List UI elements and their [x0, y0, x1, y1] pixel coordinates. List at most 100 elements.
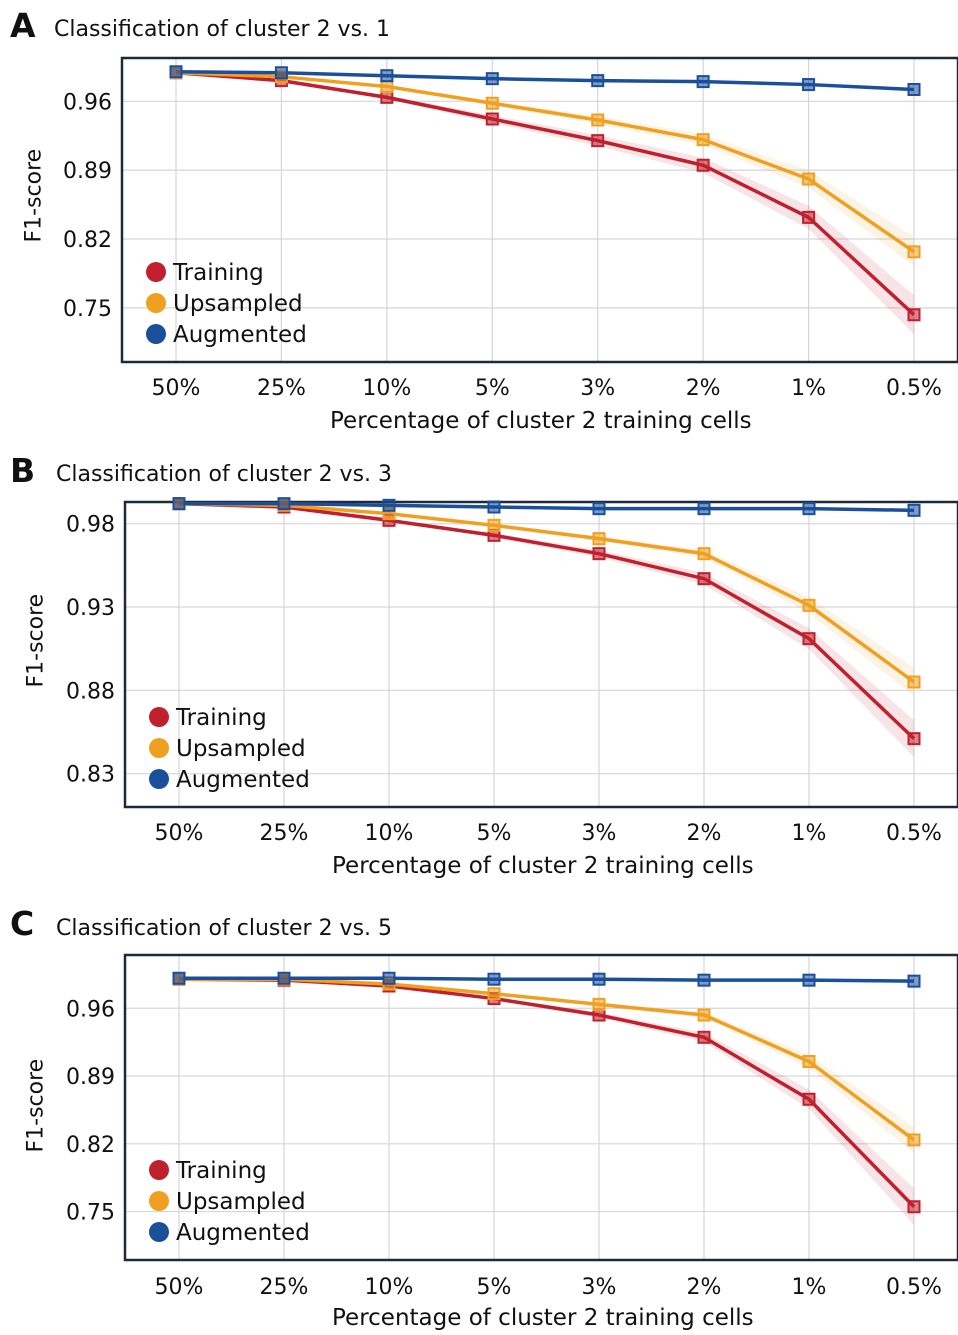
data-point [802, 598, 816, 612]
data-point [591, 113, 605, 127]
data-point [907, 732, 921, 746]
legend-label: Augmented [176, 1220, 310, 1246]
data-point [696, 133, 710, 147]
x-tick-label: 5% [475, 376, 510, 401]
data-point [802, 78, 816, 92]
data-point [907, 1133, 921, 1147]
legend-marker [149, 769, 169, 789]
data-point [592, 972, 606, 986]
data-point [802, 973, 816, 987]
legend-marker [146, 324, 166, 344]
data-point [277, 497, 291, 511]
data-point [802, 1092, 816, 1106]
data-point [802, 502, 816, 516]
data-point [277, 971, 291, 985]
series-line [175, 71, 915, 254]
data-point [592, 997, 606, 1011]
x-tick-label: 2% [687, 821, 722, 846]
data-point [697, 973, 711, 987]
legend-label: Augmented [173, 322, 307, 348]
series-band [176, 72, 914, 335]
data-point [591, 74, 605, 88]
data-point [382, 971, 396, 985]
x-tick-label: 3% [582, 821, 617, 846]
data-point [907, 675, 921, 689]
x-tick-label: 2% [686, 376, 721, 401]
data-point [274, 66, 288, 80]
legend-marker [149, 738, 169, 758]
legend-label: Augmented [176, 767, 310, 793]
x-tick-label: 5% [477, 821, 512, 846]
legend-marker [149, 1191, 169, 1211]
x-tick-label: 1% [791, 376, 826, 401]
chart-b-svg: 0.98 0.93 0.88 0.83 50% 25% 10% 5% 3% 2% 1% 0.5% Tra… [66, 497, 958, 846]
x-tick-label: 0.5% [886, 821, 942, 846]
y-tick-label: 0.82 [66, 1133, 115, 1158]
data-point [485, 96, 499, 110]
legend-label: Training [175, 1158, 267, 1184]
y-tick-label: 0.93 [66, 596, 115, 621]
x-tick-label: 0.5% [886, 1275, 942, 1300]
data-point [487, 500, 501, 514]
x-tick-label: 3% [580, 376, 615, 401]
series-line [178, 501, 916, 740]
data-point [697, 502, 711, 516]
plot-frame [123, 500, 958, 809]
series-line [179, 976, 915, 983]
panel-letter-b: B [10, 451, 36, 490]
legend-marker [149, 707, 169, 727]
x-tick-label: 25% [257, 376, 306, 401]
panel-title: Classification of cluster 2 vs. 3 [56, 462, 393, 487]
x-tick-label: 25% [260, 1275, 309, 1300]
series-line [179, 501, 915, 513]
data-point [487, 987, 501, 1001]
data-point [802, 210, 816, 224]
x-axis-label: Percentage of cluster 2 training cells [330, 408, 752, 434]
x-tick-label: 50% [155, 1275, 204, 1300]
x-axis-label: Percentage of cluster 2 training cells [332, 1305, 754, 1331]
data-point [697, 572, 711, 586]
x-tick-label: 0.5% [886, 376, 942, 401]
data-point [697, 1030, 711, 1044]
data-point [592, 532, 606, 546]
x-tick-label: 25% [260, 821, 309, 846]
x-tick-label: 3% [582, 1275, 617, 1300]
data-point [802, 172, 816, 186]
y-tick-label: 0.75 [63, 297, 112, 322]
data-point [485, 112, 499, 126]
x-tick-label: 50% [152, 376, 201, 401]
data-point [172, 497, 186, 511]
x-tick-label: 10% [362, 376, 411, 401]
legend-marker [146, 293, 166, 313]
series-band [179, 503, 914, 758]
panel-letter-c: C [10, 904, 35, 943]
legend-marker [146, 262, 166, 282]
data-point [592, 1008, 606, 1022]
x-tick-label: 50% [155, 821, 204, 846]
data-point [802, 1055, 816, 1069]
data-point [907, 1200, 921, 1214]
y-tick-label: 0.89 [66, 1065, 115, 1090]
series-line [175, 71, 916, 317]
y-tick-label: 0.89 [63, 159, 112, 184]
legend-label: Upsampled [176, 1189, 306, 1215]
panel-a: A Classification of cluster 2 vs. 1 F1-s… [0, 0, 958, 440]
data-point [907, 503, 921, 517]
chart-c-svg: 0.96 0.89 0.82 0.75 50% 25% 10% 5% 3% 2% 1% 0.5% Tra… [66, 953, 958, 1300]
y-tick-label: 0.98 [66, 513, 115, 538]
x-tick-label: 10% [365, 1275, 414, 1300]
panel-letter-a: A [10, 6, 36, 45]
chart-a-svg: 0.96 0.89 0.82 0.75 50% 25% 10% 5% 3% 2% 1% 0.5% Tra… [63, 56, 958, 401]
legend-marker [149, 1160, 169, 1180]
legend-label: Training [172, 260, 264, 286]
y-tick-label: 0.82 [63, 228, 112, 253]
data-point [907, 974, 921, 988]
data-point [697, 1008, 711, 1022]
data-point [592, 502, 606, 516]
data-point [172, 971, 186, 985]
data-point [487, 518, 501, 532]
data-point [592, 547, 606, 561]
plot-frame [123, 953, 958, 1262]
panel-b: B Classification of cluster 2 vs. 3 F1-s… [0, 445, 958, 885]
data-point [907, 82, 921, 96]
